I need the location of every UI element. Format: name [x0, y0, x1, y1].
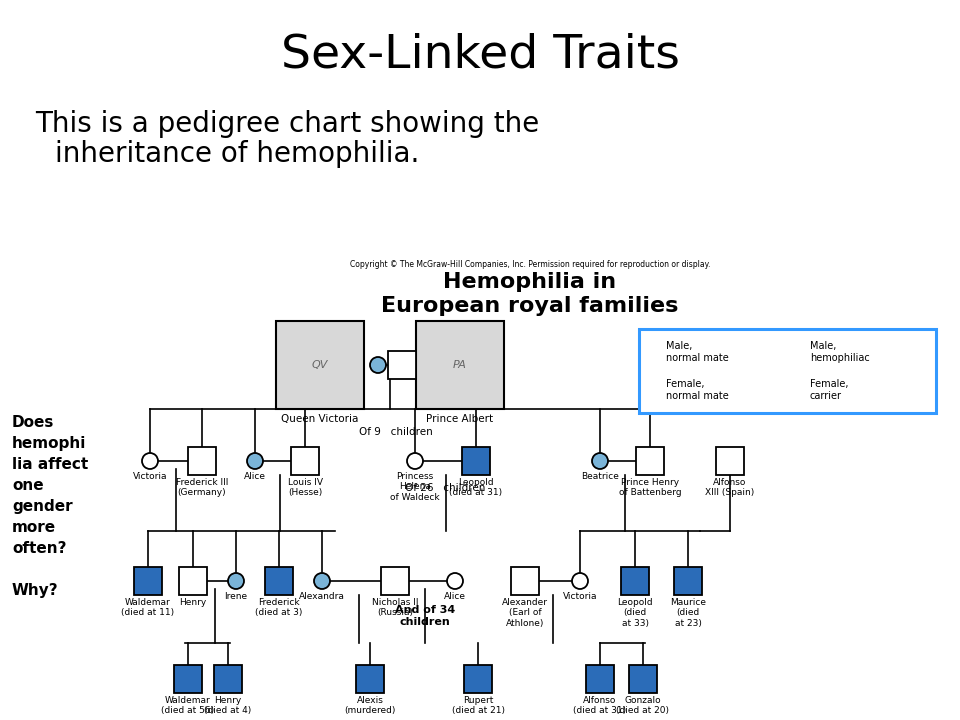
Bar — [464, 665, 492, 693]
Text: Prince Albert: Prince Albert — [426, 414, 493, 424]
Text: Henry
(died at 4): Henry (died at 4) — [204, 696, 252, 716]
Text: Rupert
(died at 21): Rupert (died at 21) — [451, 696, 505, 716]
Circle shape — [592, 453, 608, 469]
Bar — [381, 567, 409, 595]
Text: QV: QV — [312, 360, 328, 370]
Text: Alfonso
XIII (Spain): Alfonso XIII (Spain) — [706, 478, 755, 498]
Bar — [416, 321, 504, 409]
Bar — [462, 447, 490, 475]
Bar — [621, 567, 649, 595]
Bar — [636, 447, 664, 475]
Text: Victoria: Victoria — [563, 592, 597, 601]
Text: Irene: Irene — [225, 592, 248, 601]
Text: Victoria: Victoria — [132, 472, 167, 481]
Text: And of 34
children: And of 34 children — [395, 605, 455, 626]
Text: Gonzalo
(died at 20): Gonzalo (died at 20) — [616, 696, 669, 716]
Text: Leopold
(died at 31): Leopold (died at 31) — [449, 478, 503, 498]
Circle shape — [647, 383, 661, 397]
Bar — [134, 567, 162, 595]
Circle shape — [447, 573, 463, 589]
Text: Alexandra: Alexandra — [300, 592, 345, 601]
Bar — [586, 665, 614, 693]
Circle shape — [228, 573, 244, 589]
Circle shape — [370, 357, 386, 373]
Bar — [629, 665, 657, 693]
Bar — [716, 447, 744, 475]
Bar — [188, 447, 216, 475]
Text: Waldemar
(died at 56): Waldemar (died at 56) — [161, 696, 215, 716]
Text: Louis IV
(Hesse): Louis IV (Hesse) — [287, 478, 323, 498]
Circle shape — [247, 453, 263, 469]
Text: Frederick
(died at 3): Frederick (died at 3) — [255, 598, 302, 618]
FancyBboxPatch shape — [639, 329, 936, 413]
Text: Alice: Alice — [244, 472, 266, 481]
Text: Princess
Helena
of Waldeck: Princess Helena of Waldeck — [390, 472, 440, 502]
Text: Alice: Alice — [444, 592, 466, 601]
Text: Female,
normal mate: Female, normal mate — [666, 379, 729, 401]
Bar — [388, 351, 416, 379]
Text: Male,
hemophiliac: Male, hemophiliac — [810, 341, 870, 363]
Bar — [674, 567, 702, 595]
Bar — [356, 665, 384, 693]
Circle shape — [314, 573, 330, 589]
Bar — [511, 567, 539, 595]
Text: Nicholas II
(Russia): Nicholas II (Russia) — [372, 598, 419, 618]
Text: Alfonso
(died at 31): Alfonso (died at 31) — [573, 696, 627, 716]
Text: Of 9   children: Of 9 children — [359, 427, 433, 437]
Text: Prince Henry
of Battenberg: Prince Henry of Battenberg — [618, 478, 682, 498]
Text: inheritance of hemophilia.: inheritance of hemophilia. — [55, 140, 420, 168]
Text: Male,
normal mate: Male, normal mate — [666, 341, 729, 363]
Text: Beatrice: Beatrice — [581, 472, 619, 481]
Text: This is a pedigree chart showing the: This is a pedigree chart showing the — [35, 110, 540, 138]
Circle shape — [142, 453, 158, 469]
Bar — [276, 321, 364, 409]
Text: Alexander
(Earl of
Athlone): Alexander (Earl of Athlone) — [502, 598, 548, 628]
Bar — [291, 447, 319, 475]
Text: Sex-Linked Traits: Sex-Linked Traits — [280, 32, 680, 78]
Bar — [647, 345, 661, 359]
Circle shape — [572, 573, 588, 589]
Bar — [791, 345, 805, 359]
Text: Frederick III
(Germany): Frederick III (Germany) — [176, 478, 228, 498]
Text: Hemophilia in: Hemophilia in — [444, 272, 616, 292]
Bar — [179, 567, 207, 595]
Text: Maurice
(died
at 23): Maurice (died at 23) — [670, 598, 706, 628]
Text: Of 26   children: Of 26 children — [405, 483, 485, 493]
Text: Henry: Henry — [180, 598, 206, 607]
Text: Alexis
(murdered): Alexis (murdered) — [345, 696, 396, 716]
Text: PA: PA — [453, 360, 467, 370]
Bar — [265, 567, 293, 595]
Circle shape — [791, 383, 805, 397]
Text: European royal families: European royal families — [381, 296, 679, 316]
Circle shape — [407, 453, 423, 469]
Bar — [214, 665, 242, 693]
Text: Copyright © The McGraw-Hill Companies, Inc. Permission required for reproduction: Copyright © The McGraw-Hill Companies, I… — [349, 260, 710, 269]
Text: Leopold
(died
at 33): Leopold (died at 33) — [617, 598, 653, 628]
Text: Queen Victoria: Queen Victoria — [281, 414, 359, 424]
Text: Does
hemophi
lia affect
one
gender
more
often?

Why?: Does hemophi lia affect one gender more … — [12, 415, 88, 598]
Text: Waldemar
(died at 11): Waldemar (died at 11) — [121, 598, 175, 618]
Bar — [174, 665, 202, 693]
Text: Female,
carrier: Female, carrier — [810, 379, 849, 401]
